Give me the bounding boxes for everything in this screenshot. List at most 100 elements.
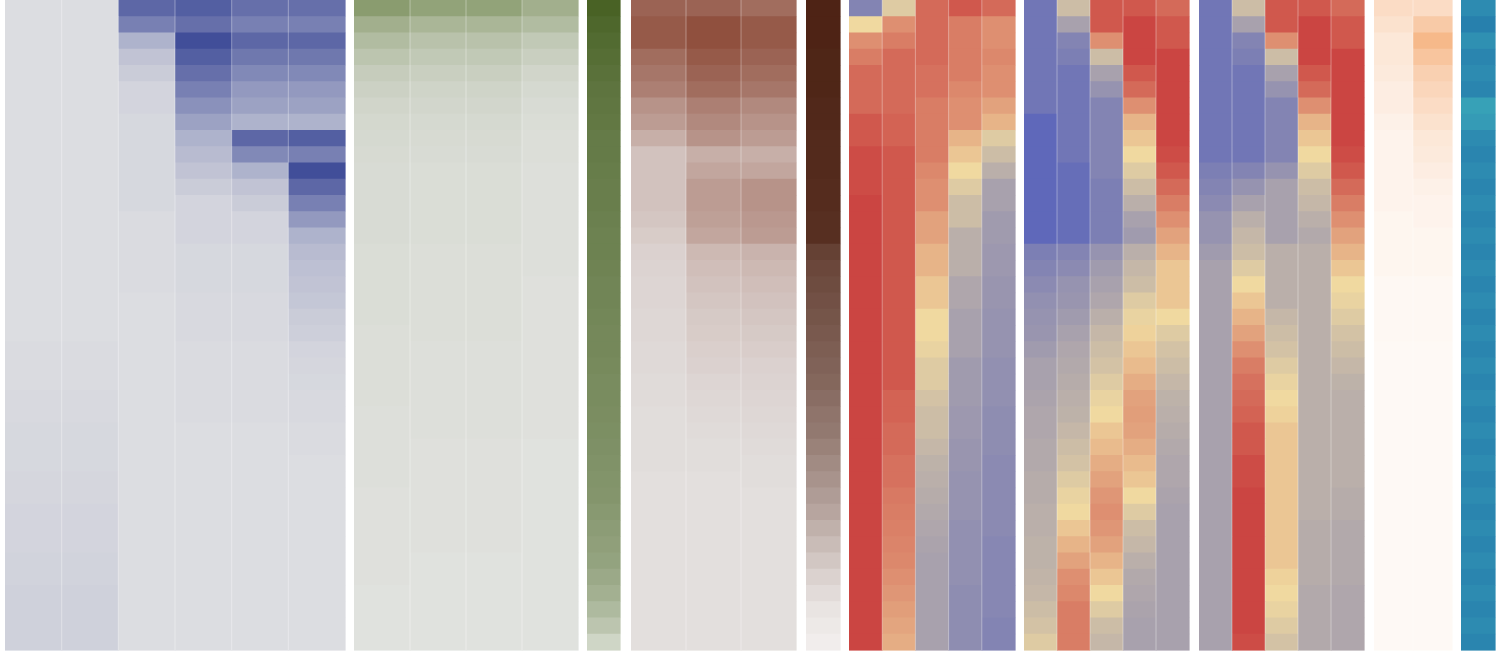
heatmap-cell (1156, 162, 1190, 180)
heatmap-cell (231, 211, 289, 229)
heatmap-cell (1413, 97, 1453, 115)
heatmap-cell (61, 617, 119, 635)
heatmap-cell (175, 243, 233, 261)
heatmap-cell (587, 617, 621, 635)
heatmap-cell (1024, 503, 1058, 521)
heatmap-cell (118, 373, 176, 391)
heatmap-cell (1331, 503, 1365, 521)
heatmap-cell (410, 633, 467, 651)
heatmap-cell (1057, 373, 1091, 391)
heatmap-cell (466, 0, 523, 17)
heatmap-cell (1090, 146, 1124, 164)
heatmap-cell (631, 276, 687, 294)
heatmap-cell (882, 0, 916, 17)
heatmap-cell (61, 227, 119, 245)
heatmap-cell (741, 390, 797, 407)
heatmap-cell (118, 260, 176, 277)
heatmap-cell (118, 617, 176, 635)
heatmap-cell (806, 422, 841, 440)
heatmap-cell (1232, 617, 1266, 635)
heatmap-cell (1090, 162, 1124, 180)
heatmap-cell (61, 601, 119, 619)
heatmap-cell (1156, 422, 1190, 440)
heatmap-cell (5, 48, 63, 66)
heatmap-cell (1199, 65, 1233, 82)
heatmap-cell (1057, 520, 1091, 537)
heatmap-cell (1413, 276, 1453, 294)
heatmap-cell (410, 195, 467, 212)
heatmap-cell (5, 16, 63, 34)
heatmap-cell (1024, 601, 1058, 619)
heatmap-cell (587, 503, 621, 521)
heatmap-cell (1461, 130, 1496, 147)
heatmap-cell (522, 341, 579, 359)
heatmap-cell (1331, 97, 1365, 115)
heatmap-cell (288, 97, 346, 115)
heatmap-cell (1199, 97, 1233, 115)
heatmap-cell (1090, 390, 1124, 407)
heatmap-cell (410, 341, 467, 359)
heatmap-cell (741, 357, 797, 375)
heatmap-cell (686, 568, 742, 586)
heatmap-cell (806, 227, 841, 245)
heatmap-cell (118, 292, 176, 310)
heatmap-cell (806, 211, 841, 229)
heatmap-cell (5, 292, 63, 310)
heatmap-cell (354, 552, 411, 570)
heatmap-cell (948, 211, 983, 229)
heatmap-cell (1374, 471, 1414, 489)
heatmap-cell (5, 341, 63, 359)
heatmap-cell (587, 406, 621, 424)
heatmap-cell (1461, 357, 1496, 375)
heatmap-cell (522, 438, 579, 456)
heatmap-cell (741, 243, 797, 261)
heatmap-cell (1024, 406, 1058, 424)
heatmap-cell (587, 292, 621, 310)
heatmap-cell (61, 633, 119, 651)
heatmap-cell (849, 536, 883, 554)
heatmap-cell (175, 97, 233, 115)
heatmap-cell (981, 487, 1016, 505)
heatmap-cell (948, 373, 983, 391)
heatmap-cell (410, 455, 467, 472)
heatmap-cell (981, 48, 1016, 66)
heatmap-cell (1298, 633, 1332, 651)
heatmap-cell (1024, 97, 1058, 115)
heatmap-cell (410, 0, 467, 17)
heatmap-cell (948, 146, 983, 164)
heatmap-cell (1024, 178, 1058, 196)
heatmap-cell (1090, 325, 1124, 342)
heatmap-cell (61, 130, 119, 147)
heatmap-cell (981, 16, 1016, 34)
heatmap-cell (1232, 568, 1266, 586)
heatmap-cell (522, 292, 579, 310)
heatmap-cell (1199, 471, 1233, 489)
heatmap-cell (118, 243, 176, 261)
heatmap-cell (175, 438, 233, 456)
heatmap-cell (466, 585, 523, 602)
heatmap-cell (741, 455, 797, 472)
heatmap-cell (1413, 325, 1453, 342)
heatmap-cell (231, 341, 289, 359)
heatmap-cell (882, 113, 916, 131)
heatmap-cell (1331, 211, 1365, 229)
heatmap-cell (1090, 471, 1124, 489)
heatmap-cell (741, 308, 797, 326)
heatmap-cell (915, 357, 950, 375)
heatmap-cell (1413, 292, 1453, 310)
heatmap-cell (882, 178, 916, 196)
heatmap-cell (948, 65, 983, 82)
heatmap-cell (354, 178, 411, 196)
heatmap-cell (1331, 536, 1365, 554)
heatmap-cell (1265, 178, 1299, 196)
heatmap-cell (882, 503, 916, 521)
heatmap-cell (1374, 162, 1414, 180)
heatmap-cell (1461, 227, 1496, 245)
heatmap-cell (948, 520, 983, 537)
heatmap-cell (522, 130, 579, 147)
heatmap-cell (1298, 97, 1332, 115)
heatmap-cell (61, 162, 119, 180)
heatmap-cell (231, 48, 289, 66)
heatmap-cell (1057, 536, 1091, 554)
heatmap-cell (1199, 195, 1233, 212)
